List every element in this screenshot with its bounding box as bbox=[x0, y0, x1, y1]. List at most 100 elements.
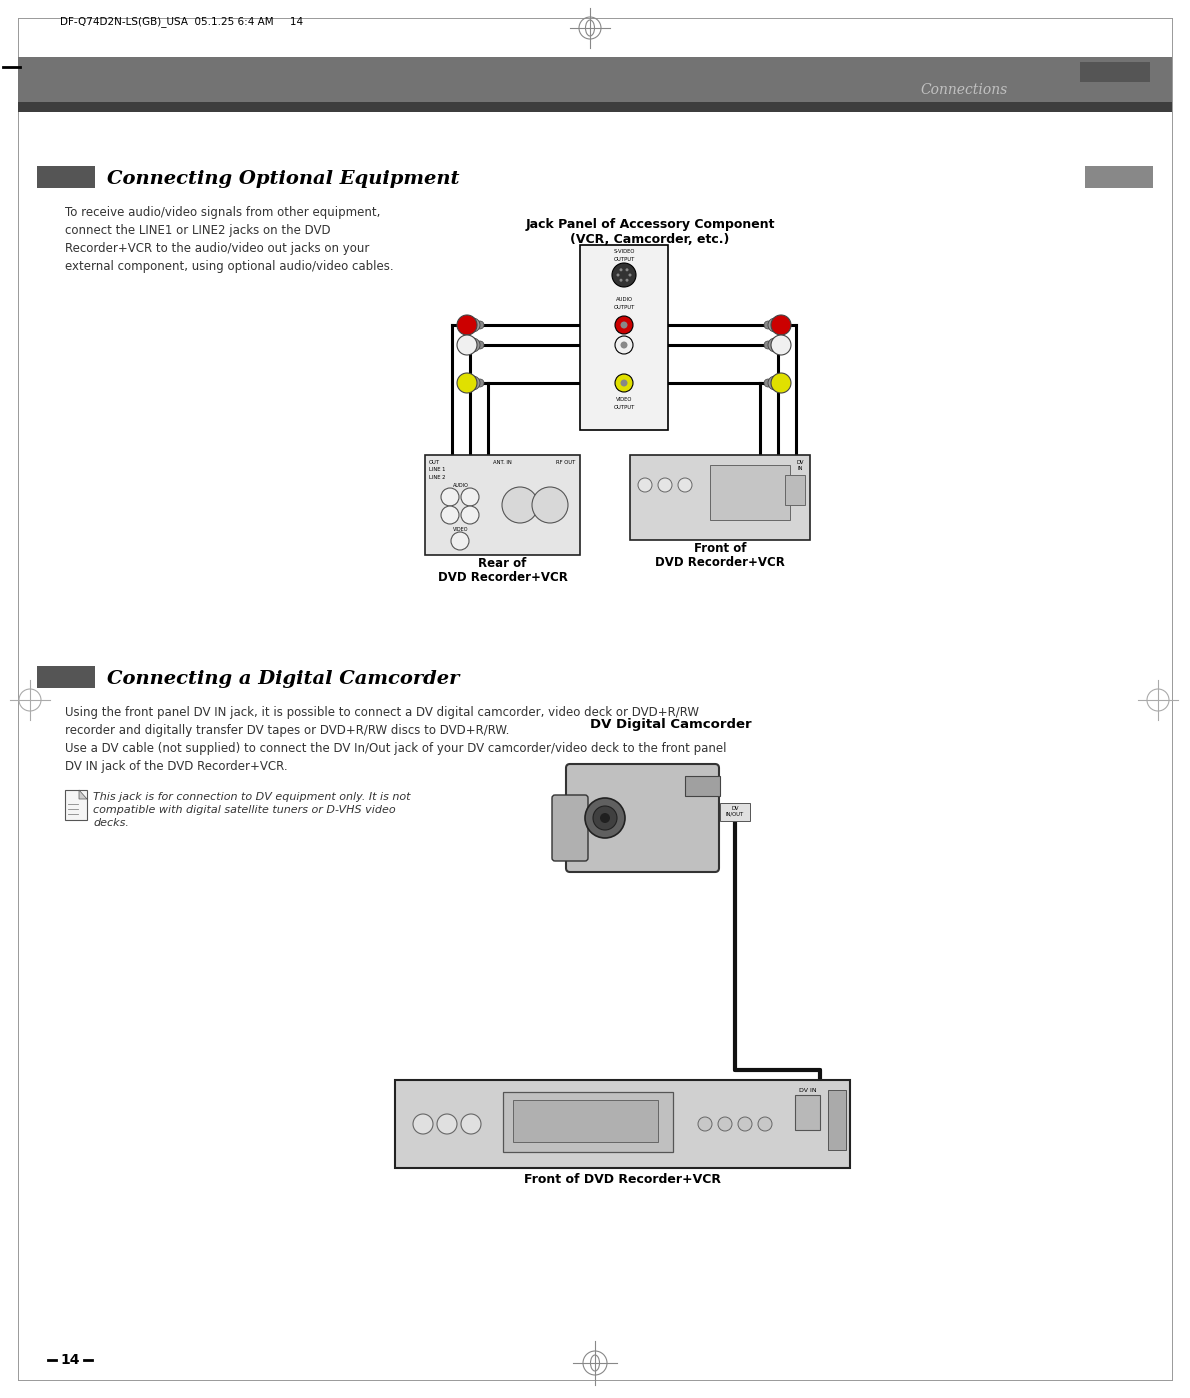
Circle shape bbox=[658, 478, 672, 492]
Circle shape bbox=[593, 807, 616, 830]
Bar bbox=[1081, 62, 1150, 82]
Text: To receive audio/video signals from other equipment,: To receive audio/video signals from othe… bbox=[65, 206, 381, 219]
Text: OUT: OUT bbox=[430, 460, 440, 466]
Text: decks.: decks. bbox=[93, 818, 129, 828]
Circle shape bbox=[457, 373, 477, 393]
Text: DF-Q74D2N-LS(GB)_USA  05.1.25 6:4 AM     14: DF-Q74D2N-LS(GB)_USA 05.1.25 6:4 AM 14 bbox=[60, 17, 303, 28]
Circle shape bbox=[626, 278, 628, 281]
Circle shape bbox=[768, 338, 782, 352]
Circle shape bbox=[620, 322, 627, 329]
Text: S-VIDEO: S-VIDEO bbox=[613, 249, 634, 254]
Text: (VCR, Camcorder, etc.): (VCR, Camcorder, etc.) bbox=[570, 233, 729, 246]
Circle shape bbox=[758, 1117, 772, 1131]
Text: Front of: Front of bbox=[694, 542, 746, 555]
Text: Jack Panel of Accessory Component: Jack Panel of Accessory Component bbox=[525, 218, 775, 231]
Circle shape bbox=[461, 1114, 481, 1134]
Text: LINE 1: LINE 1 bbox=[430, 467, 445, 473]
Text: compatible with digital satellite tuners or D-VHS video: compatible with digital satellite tuners… bbox=[93, 805, 395, 815]
Text: Recorder+VCR to the audio/video out jacks on your: Recorder+VCR to the audio/video out jack… bbox=[65, 242, 369, 254]
Circle shape bbox=[461, 506, 480, 524]
Text: Using the front panel DV IN jack, it is possible to connect a DV digital camcord: Using the front panel DV IN jack, it is … bbox=[65, 706, 699, 719]
FancyBboxPatch shape bbox=[566, 763, 719, 872]
Circle shape bbox=[466, 376, 480, 390]
Text: OUTPUT: OUTPUT bbox=[613, 257, 634, 261]
Circle shape bbox=[768, 317, 782, 331]
Text: Use a DV cable (not supplied) to connect the DV In/Out jack of your DV camcorder: Use a DV cable (not supplied) to connect… bbox=[65, 742, 727, 755]
Circle shape bbox=[615, 316, 633, 334]
Bar bbox=[18, 57, 1172, 112]
Circle shape bbox=[502, 487, 538, 523]
Circle shape bbox=[476, 322, 484, 329]
Circle shape bbox=[718, 1117, 732, 1131]
Circle shape bbox=[585, 798, 625, 837]
Circle shape bbox=[476, 379, 484, 387]
Text: external component, using optional audio/video cables.: external component, using optional audio… bbox=[65, 260, 394, 273]
Bar bbox=[720, 802, 750, 821]
Circle shape bbox=[476, 341, 484, 350]
Text: Front of DVD Recorder+VCR: Front of DVD Recorder+VCR bbox=[524, 1173, 721, 1186]
Bar bbox=[710, 466, 790, 520]
Circle shape bbox=[620, 268, 622, 271]
Circle shape bbox=[457, 336, 477, 355]
Bar bbox=[828, 1090, 846, 1151]
Bar bbox=[65, 790, 87, 821]
Circle shape bbox=[413, 1114, 433, 1134]
Text: 14: 14 bbox=[61, 1353, 80, 1367]
Circle shape bbox=[437, 1114, 457, 1134]
Bar bbox=[1085, 166, 1153, 187]
Text: OUTPUT: OUTPUT bbox=[613, 405, 634, 410]
Text: DVD Recorder+VCR: DVD Recorder+VCR bbox=[438, 570, 568, 584]
Text: recorder and digitally transfer DV tapes or DVD+R/RW discs to DVD+R/RW.: recorder and digitally transfer DV tapes… bbox=[65, 724, 509, 737]
Bar bbox=[37, 166, 95, 187]
Text: DV IN: DV IN bbox=[800, 1088, 816, 1093]
Bar bbox=[513, 1100, 658, 1142]
Circle shape bbox=[461, 488, 480, 506]
Text: RF OUT: RF OUT bbox=[556, 460, 575, 466]
Circle shape bbox=[620, 278, 622, 281]
Circle shape bbox=[764, 379, 772, 387]
Circle shape bbox=[771, 315, 791, 336]
Text: LINE 2: LINE 2 bbox=[430, 475, 445, 480]
Polygon shape bbox=[79, 790, 87, 800]
Circle shape bbox=[600, 814, 610, 823]
Circle shape bbox=[738, 1117, 752, 1131]
Circle shape bbox=[457, 315, 477, 336]
Text: AUDIO: AUDIO bbox=[615, 296, 633, 302]
Text: OUTPUT: OUTPUT bbox=[613, 305, 634, 310]
Bar bbox=[395, 1081, 850, 1167]
Text: This jack is for connection to DV equipment only. It is not: This jack is for connection to DV equipm… bbox=[93, 793, 411, 802]
Circle shape bbox=[771, 373, 791, 393]
Text: Connecting a Digital Camcorder: Connecting a Digital Camcorder bbox=[107, 670, 459, 688]
Circle shape bbox=[699, 1117, 712, 1131]
Bar bbox=[685, 776, 720, 795]
Circle shape bbox=[612, 263, 635, 287]
Circle shape bbox=[771, 336, 791, 355]
Bar bbox=[18, 102, 1172, 112]
Circle shape bbox=[620, 379, 627, 386]
Text: DV
IN: DV IN bbox=[796, 460, 803, 471]
Text: ANT. IN: ANT. IN bbox=[493, 460, 512, 466]
Circle shape bbox=[441, 488, 459, 506]
Text: AUDIO: AUDIO bbox=[453, 482, 469, 488]
Circle shape bbox=[626, 268, 628, 271]
Circle shape bbox=[615, 336, 633, 354]
Bar bbox=[630, 454, 810, 540]
Bar bbox=[795, 1095, 820, 1130]
Circle shape bbox=[441, 506, 459, 524]
Circle shape bbox=[764, 341, 772, 350]
Circle shape bbox=[678, 478, 693, 492]
Circle shape bbox=[638, 478, 652, 492]
Circle shape bbox=[615, 375, 633, 391]
Text: DVD Recorder+VCR: DVD Recorder+VCR bbox=[654, 556, 785, 569]
Text: VIDEO: VIDEO bbox=[615, 397, 632, 403]
Circle shape bbox=[466, 317, 480, 331]
Circle shape bbox=[620, 341, 627, 348]
Circle shape bbox=[768, 376, 782, 390]
Bar bbox=[503, 1092, 674, 1152]
Circle shape bbox=[628, 274, 632, 277]
Circle shape bbox=[466, 338, 480, 352]
Bar bbox=[425, 454, 580, 555]
Circle shape bbox=[616, 274, 620, 277]
Circle shape bbox=[451, 533, 469, 549]
FancyBboxPatch shape bbox=[552, 795, 588, 861]
